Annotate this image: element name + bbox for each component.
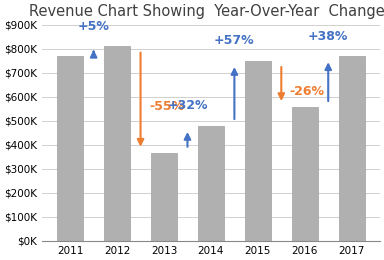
Text: -26%: -26% (290, 85, 325, 98)
Text: +32%: +32% (167, 99, 208, 112)
Text: +57%: +57% (214, 34, 255, 47)
Bar (245, 61, 271, 241)
Bar (104, 46, 130, 241)
Bar (198, 126, 224, 241)
Bar (151, 153, 177, 241)
Text: +5%: +5% (78, 20, 109, 33)
Text: +38%: +38% (308, 30, 348, 43)
Bar (57, 56, 83, 241)
Bar (339, 56, 364, 241)
Text: -55%: -55% (149, 100, 184, 113)
Title: Revenue Chart Showing  Year-Over-Year  Changes: Revenue Chart Showing Year-Over-Year Cha… (29, 4, 384, 19)
Bar (292, 107, 318, 241)
